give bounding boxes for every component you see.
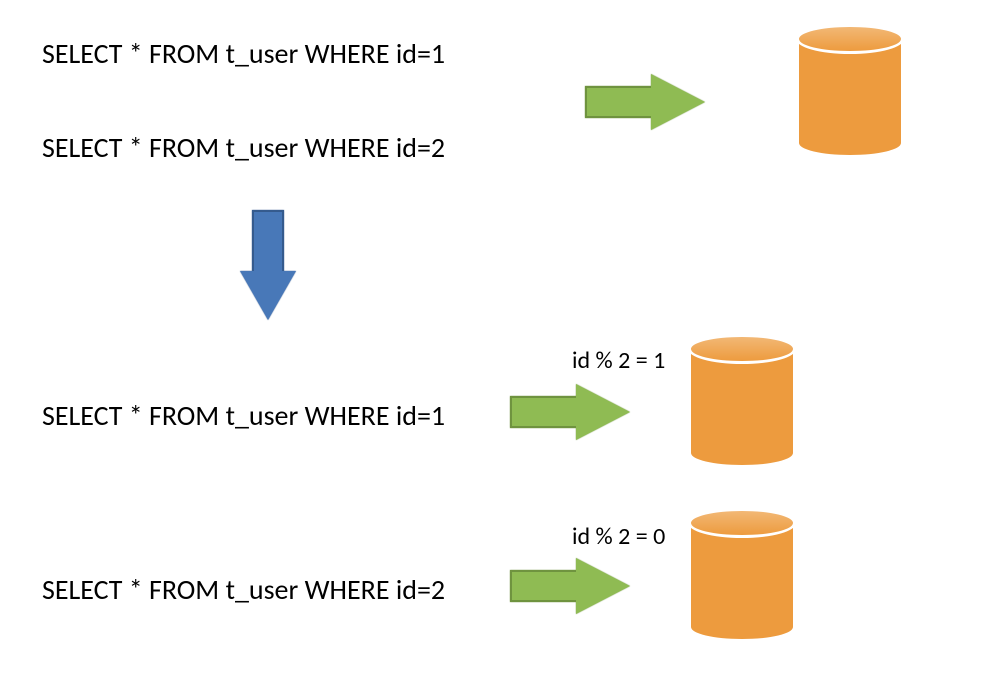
sql-query-1: SELECT * FROM t_user WHERE id=1 xyxy=(42,36,445,71)
annotation-mod-0: id % 2 = 0 xyxy=(572,522,665,551)
sql-query-3: SELECT * FROM t_user WHERE id=1 xyxy=(42,398,445,433)
database-icon xyxy=(796,24,904,158)
arrow-down-icon xyxy=(240,210,296,320)
arrow-right-icon xyxy=(510,384,630,440)
database-icon xyxy=(688,334,796,468)
sql-query-4: SELECT * FROM t_user WHERE id=2 xyxy=(42,572,445,607)
annotation-mod-1: id % 2 = 1 xyxy=(572,346,665,375)
sql-query-2: SELECT * FROM t_user WHERE id=2 xyxy=(42,130,445,165)
database-icon xyxy=(688,508,796,642)
arrow-right-icon xyxy=(510,558,630,614)
arrow-right-icon xyxy=(585,74,705,130)
